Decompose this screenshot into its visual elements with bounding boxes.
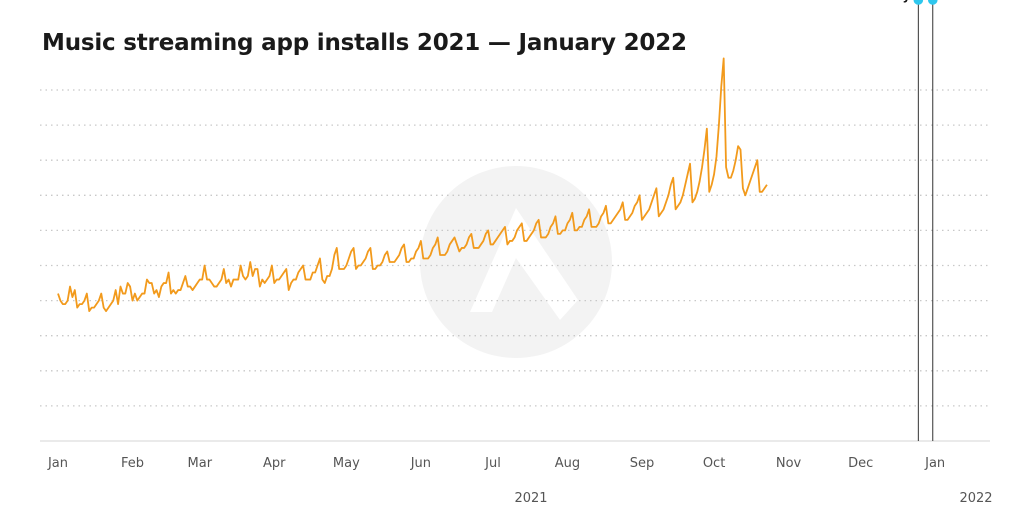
x-tick-label: Mar: [188, 456, 213, 471]
x-axis-tick-labels: Jan Feb Mar Apr May Jun Jul Aug Sep Oct Nov Dec Jan: [47, 456, 945, 471]
year-label: 2021: [514, 491, 547, 506]
x-tick-label: Sep: [630, 456, 655, 471]
annotation-dot: [927, 0, 938, 5]
x-tick-label: Jun: [410, 456, 431, 471]
x-tick-label: Aug: [555, 456, 580, 471]
x-tick-label: Apr: [263, 456, 286, 471]
series-line: [57, 57, 768, 313]
x-tick-label: Dec: [848, 456, 873, 471]
chart-title: Music streaming app installs 2021 — Janu…: [42, 30, 687, 56]
x-tick-label: Oct: [703, 456, 725, 471]
x-tick-label: Jul: [484, 456, 501, 471]
annotation-dot: [913, 0, 924, 5]
annotations: [917, 0, 934, 441]
x-tick-label: Feb: [121, 456, 144, 471]
annotation-label: New Year’s Eve: [821, 0, 925, 3]
x-tick-label: May: [333, 456, 360, 471]
annotation-dots: [913, 0, 938, 5]
annotation-label: Christmas Day: [813, 0, 911, 3]
x-tick-label: Jan: [924, 456, 945, 471]
annotation-labels: Christmas DayNew Year’s Eve: [813, 0, 925, 3]
x-tick-label: Nov: [776, 456, 802, 471]
x-tick-label: Jan: [47, 456, 68, 471]
year-label: 2022: [959, 491, 992, 506]
watermark-logo: [420, 166, 612, 358]
x-axis-year-labels: 2021 2022: [514, 491, 992, 506]
